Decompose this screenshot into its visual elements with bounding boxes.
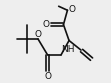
Text: O: O — [68, 5, 75, 14]
Text: O: O — [45, 72, 52, 81]
Text: O: O — [43, 20, 50, 29]
Text: O: O — [35, 30, 42, 39]
Text: NH: NH — [61, 45, 75, 54]
